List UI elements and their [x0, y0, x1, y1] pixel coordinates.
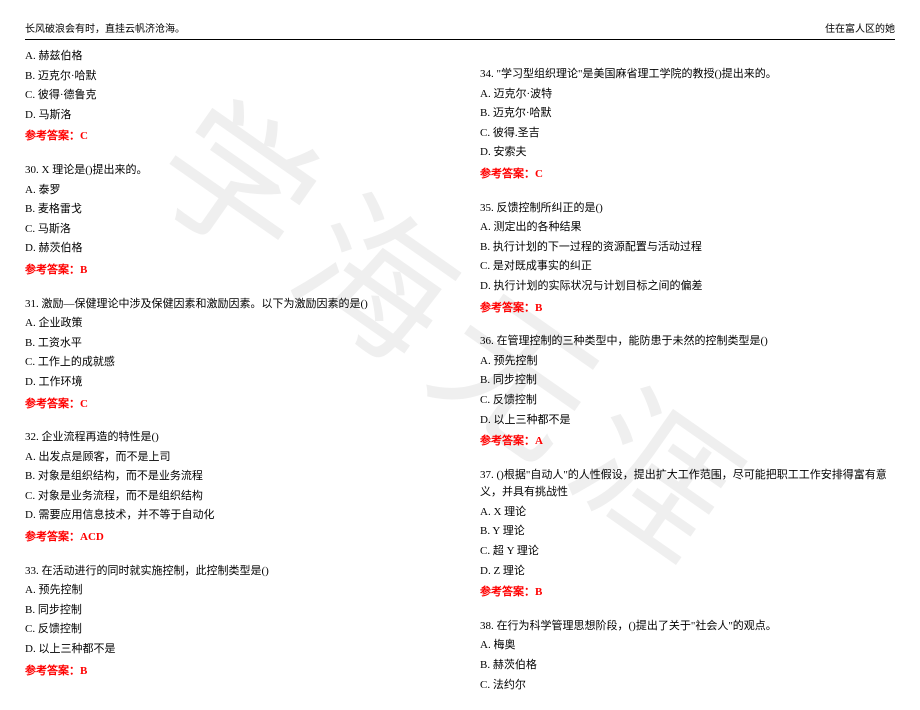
option: A. X 理论	[480, 504, 895, 522]
option: B. 赫茨伯格	[480, 657, 895, 675]
question-number: 36.	[480, 335, 494, 347]
question-body: "学习型组织理论"是美国麻省理工学院的教授()提出来的。	[497, 68, 777, 80]
left-column: A. 赫兹伯格 B. 迈克尔·哈默 C. 彼得·德鲁克 D. 马斯洛 参考答案：…	[25, 48, 440, 710]
question-37: 37. ()根据"自动人"的人性假设，提出扩大工作范围，尽可能把职工工作安排得富…	[480, 467, 895, 602]
option: B. 迈克尔·哈默	[25, 68, 440, 86]
question-number: 31.	[25, 298, 39, 310]
option: C. 是对既成事实的纠正	[480, 258, 895, 276]
question-30: 30. X 理论是()提出来的。 A. 泰罗 B. 麦格雷戈 C. 马斯洛 D.…	[25, 162, 440, 280]
option: A. 测定出的各种结果	[480, 219, 895, 237]
option: C. 马斯洛	[25, 221, 440, 239]
question-number: 34.	[480, 68, 494, 80]
page-header: 长风破浪会有时，直挂云帆济沧海。 住在富人区的她	[25, 20, 895, 40]
option: D. 工作环境	[25, 374, 440, 392]
question-text: 37. ()根据"自动人"的人性假设，提出扩大工作范围，尽可能把职工工作安排得富…	[480, 467, 895, 502]
option: B. 同步控制	[480, 372, 895, 390]
answer: 参考答案：B	[25, 663, 440, 681]
option: D. 以上三种都不是	[480, 412, 895, 430]
question-text: 33. 在活动进行的同时就实施控制，此控制类型是()	[25, 563, 440, 581]
option: D. 以上三种都不是	[25, 641, 440, 659]
question-body: 企业流程再造的特性是()	[42, 431, 159, 443]
option: C. 反馈控制	[480, 392, 895, 410]
option: B. 麦格雷戈	[25, 201, 440, 219]
answer: 参考答案：C	[25, 396, 440, 414]
option: C. 超 Y 理论	[480, 543, 895, 561]
question-text: 34. "学习型组织理论"是美国麻省理工学院的教授()提出来的。	[480, 66, 895, 84]
option: A. 迈克尔·波特	[480, 86, 895, 104]
question-36: 36. 在管理控制的三种类型中，能防患于未然的控制类型是() A. 预先控制 B…	[480, 333, 895, 451]
question-32: 32. 企业流程再造的特性是() A. 出发点是顾客，而不是上司 B. 对象是组…	[25, 429, 440, 547]
answer: 参考答案：B	[480, 300, 895, 318]
question-text: 32. 企业流程再造的特性是()	[25, 429, 440, 447]
question-number: 37.	[480, 469, 494, 481]
option: D. 马斯洛	[25, 107, 440, 125]
question-number: 32.	[25, 431, 39, 443]
option: A. 泰罗	[25, 182, 440, 200]
question-34: 34. "学习型组织理论"是美国麻省理工学院的教授()提出来的。 A. 迈克尔·…	[480, 66, 895, 184]
question-text: 38. 在行为科学管理思想阶段，()提出了关于"社会人"的观点。	[480, 618, 895, 636]
option: A. 梅奥	[480, 637, 895, 655]
option: D. Z 理论	[480, 563, 895, 581]
question-body: 激励—保健理论中涉及保健因素和激励因素。以下为激励因素的是()	[42, 298, 368, 310]
option: C. 反馈控制	[25, 621, 440, 639]
option: C. 工作上的成就感	[25, 354, 440, 372]
option: A. 企业政策	[25, 315, 440, 333]
question-31: 31. 激励—保健理论中涉及保健因素和激励因素。以下为激励因素的是() A. 企…	[25, 296, 440, 414]
question-body: 在活动进行的同时就实施控制，此控制类型是()	[42, 565, 269, 577]
option: D. 执行计划的实际状况与计划目标之间的偏差	[480, 278, 895, 296]
option: B. 执行计划的下一过程的资源配置与活动过程	[480, 239, 895, 257]
question-body: X 理论是()提出来的。	[42, 164, 148, 176]
option: D. 安索夫	[480, 144, 895, 162]
right-column: 34. "学习型组织理论"是美国麻省理工学院的教授()提出来的。 A. 迈克尔·…	[480, 48, 895, 710]
answer: 参考答案：A	[480, 433, 895, 451]
option: A. 出发点是顾客，而不是上司	[25, 449, 440, 467]
question-text: 30. X 理论是()提出来的。	[25, 162, 440, 180]
question-text: 31. 激励—保健理论中涉及保健因素和激励因素。以下为激励因素的是()	[25, 296, 440, 314]
question-number: 30.	[25, 164, 39, 176]
question-33: 33. 在活动进行的同时就实施控制，此控制类型是() A. 预先控制 B. 同步…	[25, 563, 440, 681]
option: D. 赫茨伯格	[25, 240, 440, 258]
answer: 参考答案：ACD	[25, 529, 440, 547]
option: B. Y 理论	[480, 523, 895, 541]
question-text: 36. 在管理控制的三种类型中，能防患于未然的控制类型是()	[480, 333, 895, 351]
option: C. 彼得·德鲁克	[25, 87, 440, 105]
question-35: 35. 反馈控制所纠正的是() A. 测定出的各种结果 B. 执行计划的下一过程…	[480, 200, 895, 318]
option: C. 彼得.圣吉	[480, 125, 895, 143]
content-area: A. 赫兹伯格 B. 迈克尔·哈默 C. 彼得·德鲁克 D. 马斯洛 参考答案：…	[25, 48, 895, 710]
header-left: 长风破浪会有时，直挂云帆济沧海。	[25, 20, 185, 35]
question-body: 反馈控制所纠正的是()	[497, 202, 603, 214]
question-number: 35.	[480, 202, 494, 214]
option: B. 工资水平	[25, 335, 440, 353]
answer: 参考答案：B	[25, 262, 440, 280]
option: B. 迈克尔·哈默	[480, 105, 895, 123]
question-number: 33.	[25, 565, 39, 577]
header-right: 住在富人区的她	[825, 20, 895, 35]
answer: 参考答案：C	[480, 166, 895, 184]
option: C. 对象是业务流程，而不是组织结构	[25, 488, 440, 506]
option: D. 需要应用信息技术，并不等于自动化	[25, 507, 440, 525]
question-body: ()根据"自动人"的人性假设，提出扩大工作范围，尽可能把职工工作安排得富有意义，…	[480, 469, 887, 499]
question-body: 在行为科学管理思想阶段，()提出了关于"社会人"的观点。	[497, 620, 777, 632]
question-38: 38. 在行为科学管理思想阶段，()提出了关于"社会人"的观点。 A. 梅奥 B…	[480, 618, 895, 694]
answer: 参考答案：C	[25, 128, 440, 146]
question-body: 在管理控制的三种类型中，能防患于未然的控制类型是()	[497, 335, 768, 347]
answer: 参考答案：B	[480, 584, 895, 602]
option: C. 法约尔	[480, 677, 895, 695]
option: B. 同步控制	[25, 602, 440, 620]
question-number: 38.	[480, 620, 494, 632]
option: A. 预先控制	[25, 582, 440, 600]
option: B. 对象是组织结构，而不是业务流程	[25, 468, 440, 486]
option: A. 预先控制	[480, 353, 895, 371]
question-29-partial: A. 赫兹伯格 B. 迈克尔·哈默 C. 彼得·德鲁克 D. 马斯洛 参考答案：…	[25, 48, 440, 146]
question-text: 35. 反馈控制所纠正的是()	[480, 200, 895, 218]
option: A. 赫兹伯格	[25, 48, 440, 66]
